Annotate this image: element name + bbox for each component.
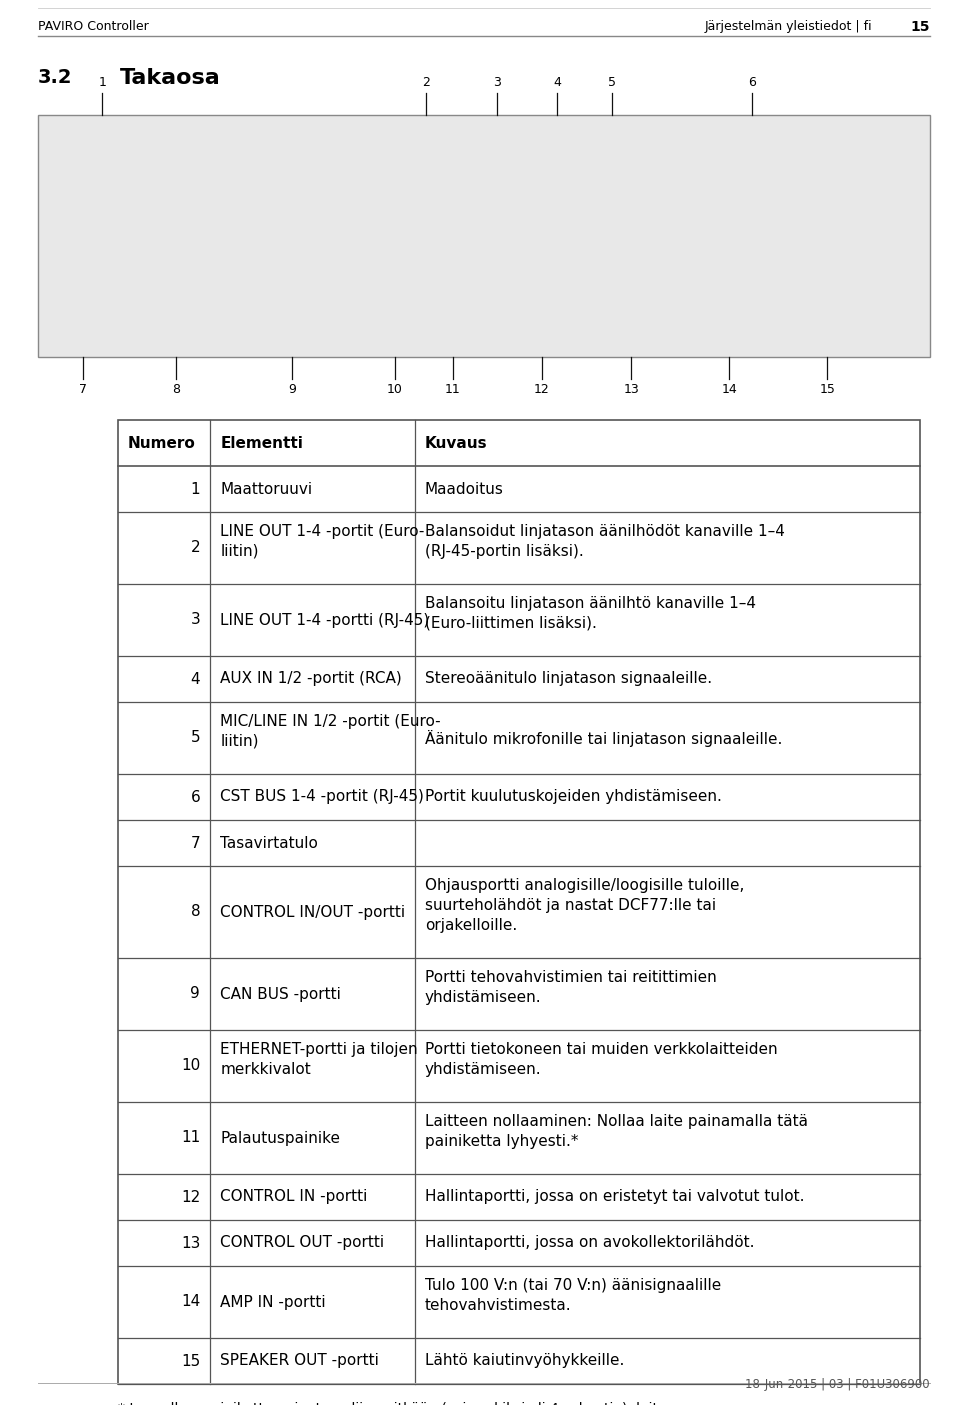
Text: 18-Jun-2015 | 03 | F01U306900: 18-Jun-2015 | 03 | F01U306900	[745, 1378, 930, 1391]
Text: MIC/LINE IN 1/2 -portit (Euro-
liitin): MIC/LINE IN 1/2 -portit (Euro- liitin)	[220, 714, 441, 749]
Text: 15: 15	[820, 384, 835, 396]
Text: PAVIRO Controller: PAVIRO Controller	[38, 20, 149, 32]
Text: Stereoäänitulo linjatason signaaleille.: Stereoäänitulo linjatason signaaleille.	[424, 672, 712, 687]
Text: 11: 11	[181, 1131, 201, 1145]
Text: Maattoruuvi: Maattoruuvi	[220, 482, 312, 496]
Text: 7: 7	[191, 836, 201, 850]
Text: 6: 6	[748, 76, 756, 89]
Text: 2: 2	[422, 76, 430, 89]
Text: LINE OUT 1-4 -portit (Euro-
liitin): LINE OUT 1-4 -portit (Euro- liitin)	[220, 524, 424, 559]
Text: 1: 1	[98, 76, 107, 89]
Text: Kuvaus: Kuvaus	[424, 436, 488, 451]
Text: * Jos nollauspainiketta painetaan liian pitkään (esimerkiksi yli 4 sekuntia), la: * Jos nollauspainiketta painetaan liian …	[118, 1402, 719, 1405]
Text: Balansoitu linjatason äänilhtö kanaville 1–4
(Euro-liittimen lisäksi).: Balansoitu linjatason äänilhtö kanaville…	[424, 596, 756, 631]
Text: 3: 3	[190, 613, 201, 628]
Text: SPEAKER OUT -portti: SPEAKER OUT -portti	[220, 1353, 379, 1368]
Text: 3.2: 3.2	[38, 67, 73, 87]
Text: AUX IN 1/2 -portit (RCA): AUX IN 1/2 -portit (RCA)	[220, 672, 402, 687]
Text: Ohjausportti analogisille/loogisille tuloille,
suurteholähdöt ja nastat DCF77:ll: Ohjausportti analogisille/loogisille tul…	[424, 878, 744, 933]
Text: 8: 8	[172, 384, 180, 396]
Text: 8: 8	[191, 905, 201, 919]
Text: ETHERNET-portti ja tilojen
merkkivalot: ETHERNET-portti ja tilojen merkkivalot	[220, 1043, 418, 1076]
Text: LINE OUT 1-4 -portti (RJ-45): LINE OUT 1-4 -portti (RJ-45)	[220, 613, 429, 628]
Text: 13: 13	[623, 384, 639, 396]
Text: 15: 15	[910, 20, 930, 34]
Text: Portti tehovahvistimien tai reitittimien
yhdistämiseen.: Portti tehovahvistimien tai reitittimien…	[424, 969, 716, 1005]
Text: Järjestelmän yleistiedot | fi: Järjestelmän yleistiedot | fi	[705, 20, 872, 32]
Text: 9: 9	[288, 384, 296, 396]
Text: Palautuspainike: Palautuspainike	[220, 1131, 340, 1145]
Text: 9: 9	[190, 986, 201, 1002]
Text: 12: 12	[181, 1190, 201, 1204]
Text: 14: 14	[721, 384, 737, 396]
Text: CONTROL OUT -portti: CONTROL OUT -portti	[220, 1235, 384, 1250]
Text: 7: 7	[79, 384, 86, 396]
Text: Laitteen nollaaminen: Nollaa laite painamalla tätä
painiketta lyhyesti.*: Laitteen nollaaminen: Nollaa laite paina…	[424, 1114, 807, 1149]
Text: 6: 6	[190, 790, 201, 805]
Text: 10: 10	[181, 1058, 201, 1073]
Text: Hallintaportti, jossa on eristetyt tai valvotut tulot.: Hallintaportti, jossa on eristetyt tai v…	[424, 1190, 804, 1204]
Text: Tulo 100 V:n (tai 70 V:n) äänisignaalille
tehovahvistimesta.: Tulo 100 V:n (tai 70 V:n) äänisignaalill…	[424, 1279, 721, 1312]
Text: CST BUS 1-4 -portit (RJ-45): CST BUS 1-4 -portit (RJ-45)	[220, 790, 424, 805]
Text: 11: 11	[444, 384, 461, 396]
Text: 10: 10	[387, 384, 403, 396]
Text: 14: 14	[181, 1294, 201, 1309]
Text: Lähtö kaiutinvyöhykkeille.: Lähtö kaiutinvyöhykkeille.	[424, 1353, 624, 1368]
Text: CAN BUS -portti: CAN BUS -portti	[220, 986, 341, 1002]
Bar	[118, 420, 920, 1384]
Text: 4: 4	[553, 76, 561, 89]
Text: Elementti: Elementti	[220, 436, 303, 451]
Text: 4: 4	[191, 672, 201, 687]
Text: 2: 2	[191, 541, 201, 555]
Text: AMP IN -portti: AMP IN -portti	[220, 1294, 325, 1309]
Text: Balansoidut linjatason äänilhödöt kanaville 1–4
(RJ-45-portin lisäksi).: Balansoidut linjatason äänilhödöt kanavi…	[424, 524, 784, 559]
Text: Portit kuulutuskojeiden yhdistämiseen.: Portit kuulutuskojeiden yhdistämiseen.	[424, 790, 722, 805]
Text: 3: 3	[493, 76, 501, 89]
Bar	[38, 115, 930, 357]
Text: 13: 13	[180, 1235, 201, 1250]
Text: 15: 15	[181, 1353, 201, 1368]
Text: Maadoitus: Maadoitus	[424, 482, 504, 496]
Text: Tasavirtatulo: Tasavirtatulo	[220, 836, 318, 850]
Text: Takaosa: Takaosa	[120, 67, 221, 89]
Text: CONTROL IN -portti: CONTROL IN -portti	[220, 1190, 368, 1204]
Text: 12: 12	[534, 384, 550, 396]
Text: Numero: Numero	[128, 436, 196, 451]
Text: 5: 5	[608, 76, 615, 89]
Text: Äänitulo mikrofonille tai linjatason signaaleille.: Äänitulo mikrofonille tai linjatason sig…	[424, 729, 782, 746]
Text: CONTROL IN/OUT -portti: CONTROL IN/OUT -portti	[220, 905, 405, 919]
Text: 5: 5	[191, 731, 201, 746]
Text: 1: 1	[191, 482, 201, 496]
Text: Portti tietokoneen tai muiden verkkolaitteiden
yhdistämiseen.: Portti tietokoneen tai muiden verkkolait…	[424, 1043, 778, 1076]
Text: Hallintaportti, jossa on avokollektorilähdöt.: Hallintaportti, jossa on avokollektorilä…	[424, 1235, 755, 1250]
